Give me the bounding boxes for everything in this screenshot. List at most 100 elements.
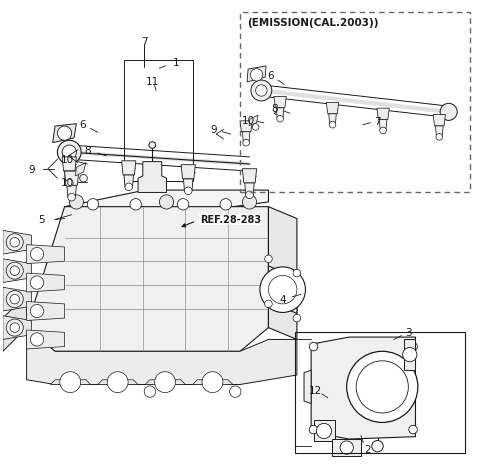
- Text: 9: 9: [211, 125, 217, 135]
- Polygon shape: [64, 172, 74, 184]
- Circle shape: [30, 305, 44, 318]
- Circle shape: [409, 343, 417, 351]
- Circle shape: [10, 238, 20, 248]
- Circle shape: [316, 424, 332, 439]
- Circle shape: [69, 196, 84, 209]
- Polygon shape: [249, 116, 258, 126]
- Polygon shape: [98, 380, 138, 385]
- Circle shape: [440, 104, 457, 121]
- Polygon shape: [377, 109, 389, 120]
- Circle shape: [144, 386, 156, 397]
- Polygon shape: [62, 158, 76, 172]
- Polygon shape: [181, 165, 195, 179]
- Circle shape: [340, 441, 353, 454]
- Text: 1: 1: [173, 58, 180, 68]
- Polygon shape: [304, 370, 311, 404]
- Circle shape: [125, 184, 132, 191]
- Circle shape: [242, 196, 257, 209]
- Text: 10: 10: [242, 116, 255, 126]
- Circle shape: [264, 300, 272, 308]
- Text: 6: 6: [79, 119, 86, 129]
- Circle shape: [155, 372, 176, 393]
- Polygon shape: [67, 186, 76, 198]
- Polygon shape: [276, 109, 284, 119]
- Circle shape: [251, 81, 272, 102]
- Circle shape: [202, 372, 223, 393]
- Polygon shape: [242, 169, 257, 184]
- Text: 11: 11: [145, 77, 159, 87]
- Text: 5: 5: [38, 215, 45, 225]
- Polygon shape: [379, 120, 387, 131]
- Polygon shape: [247, 67, 266, 83]
- Circle shape: [184, 188, 192, 195]
- Polygon shape: [53, 124, 76, 143]
- Circle shape: [243, 140, 250, 147]
- Polygon shape: [274, 97, 286, 109]
- Circle shape: [246, 192, 253, 199]
- Polygon shape: [268, 207, 297, 340]
- Circle shape: [6, 263, 24, 279]
- Text: REF.28-283: REF.28-283: [200, 215, 261, 225]
- Circle shape: [409, 426, 417, 434]
- Text: (EMISSION(CAL.2003)): (EMISSION(CAL.2003)): [247, 18, 379, 28]
- Circle shape: [58, 141, 81, 165]
- Circle shape: [10, 323, 20, 333]
- Circle shape: [293, 270, 300, 278]
- Circle shape: [356, 361, 408, 413]
- Polygon shape: [3, 295, 26, 352]
- Circle shape: [436, 134, 443, 141]
- Text: 8: 8: [84, 146, 91, 156]
- Circle shape: [30, 248, 44, 261]
- Text: 12: 12: [309, 386, 323, 396]
- Polygon shape: [121, 161, 136, 176]
- Circle shape: [68, 194, 75, 201]
- Polygon shape: [329, 115, 336, 125]
- Polygon shape: [26, 302, 64, 321]
- Text: 10: 10: [60, 177, 73, 187]
- Circle shape: [277, 116, 283, 123]
- Bar: [240, 13, 470, 193]
- Circle shape: [256, 86, 267, 97]
- Circle shape: [347, 352, 418, 423]
- Circle shape: [229, 386, 241, 397]
- Circle shape: [380, 128, 386, 135]
- Polygon shape: [435, 127, 443, 138]
- Bar: [124, 60, 192, 181]
- Circle shape: [10, 267, 20, 276]
- Polygon shape: [245, 184, 254, 196]
- Polygon shape: [242, 132, 250, 143]
- Polygon shape: [192, 380, 233, 385]
- Polygon shape: [124, 176, 133, 188]
- Circle shape: [6, 291, 24, 308]
- Circle shape: [6, 234, 24, 251]
- Circle shape: [309, 343, 318, 351]
- Circle shape: [10, 295, 20, 304]
- Text: 7: 7: [141, 37, 147, 47]
- Polygon shape: [64, 172, 79, 186]
- Polygon shape: [3, 316, 31, 340]
- Polygon shape: [3, 231, 31, 255]
- Polygon shape: [3, 259, 31, 283]
- Circle shape: [264, 256, 272, 263]
- Polygon shape: [333, 439, 361, 456]
- Circle shape: [130, 199, 142, 210]
- Polygon shape: [26, 207, 268, 352]
- Circle shape: [260, 268, 305, 313]
- Circle shape: [80, 175, 87, 183]
- Text: 7: 7: [374, 117, 381, 127]
- Circle shape: [268, 276, 297, 304]
- Polygon shape: [433, 115, 445, 127]
- Polygon shape: [145, 380, 185, 385]
- Polygon shape: [326, 103, 339, 115]
- Polygon shape: [138, 162, 167, 193]
- Text: 10: 10: [60, 155, 73, 165]
- Circle shape: [62, 146, 76, 160]
- Circle shape: [220, 199, 231, 210]
- Text: 4: 4: [279, 295, 286, 305]
- Circle shape: [403, 348, 417, 362]
- Circle shape: [58, 127, 72, 141]
- Circle shape: [30, 333, 44, 347]
- Bar: [295, 333, 465, 453]
- Text: 9: 9: [28, 164, 35, 174]
- Circle shape: [30, 277, 44, 289]
